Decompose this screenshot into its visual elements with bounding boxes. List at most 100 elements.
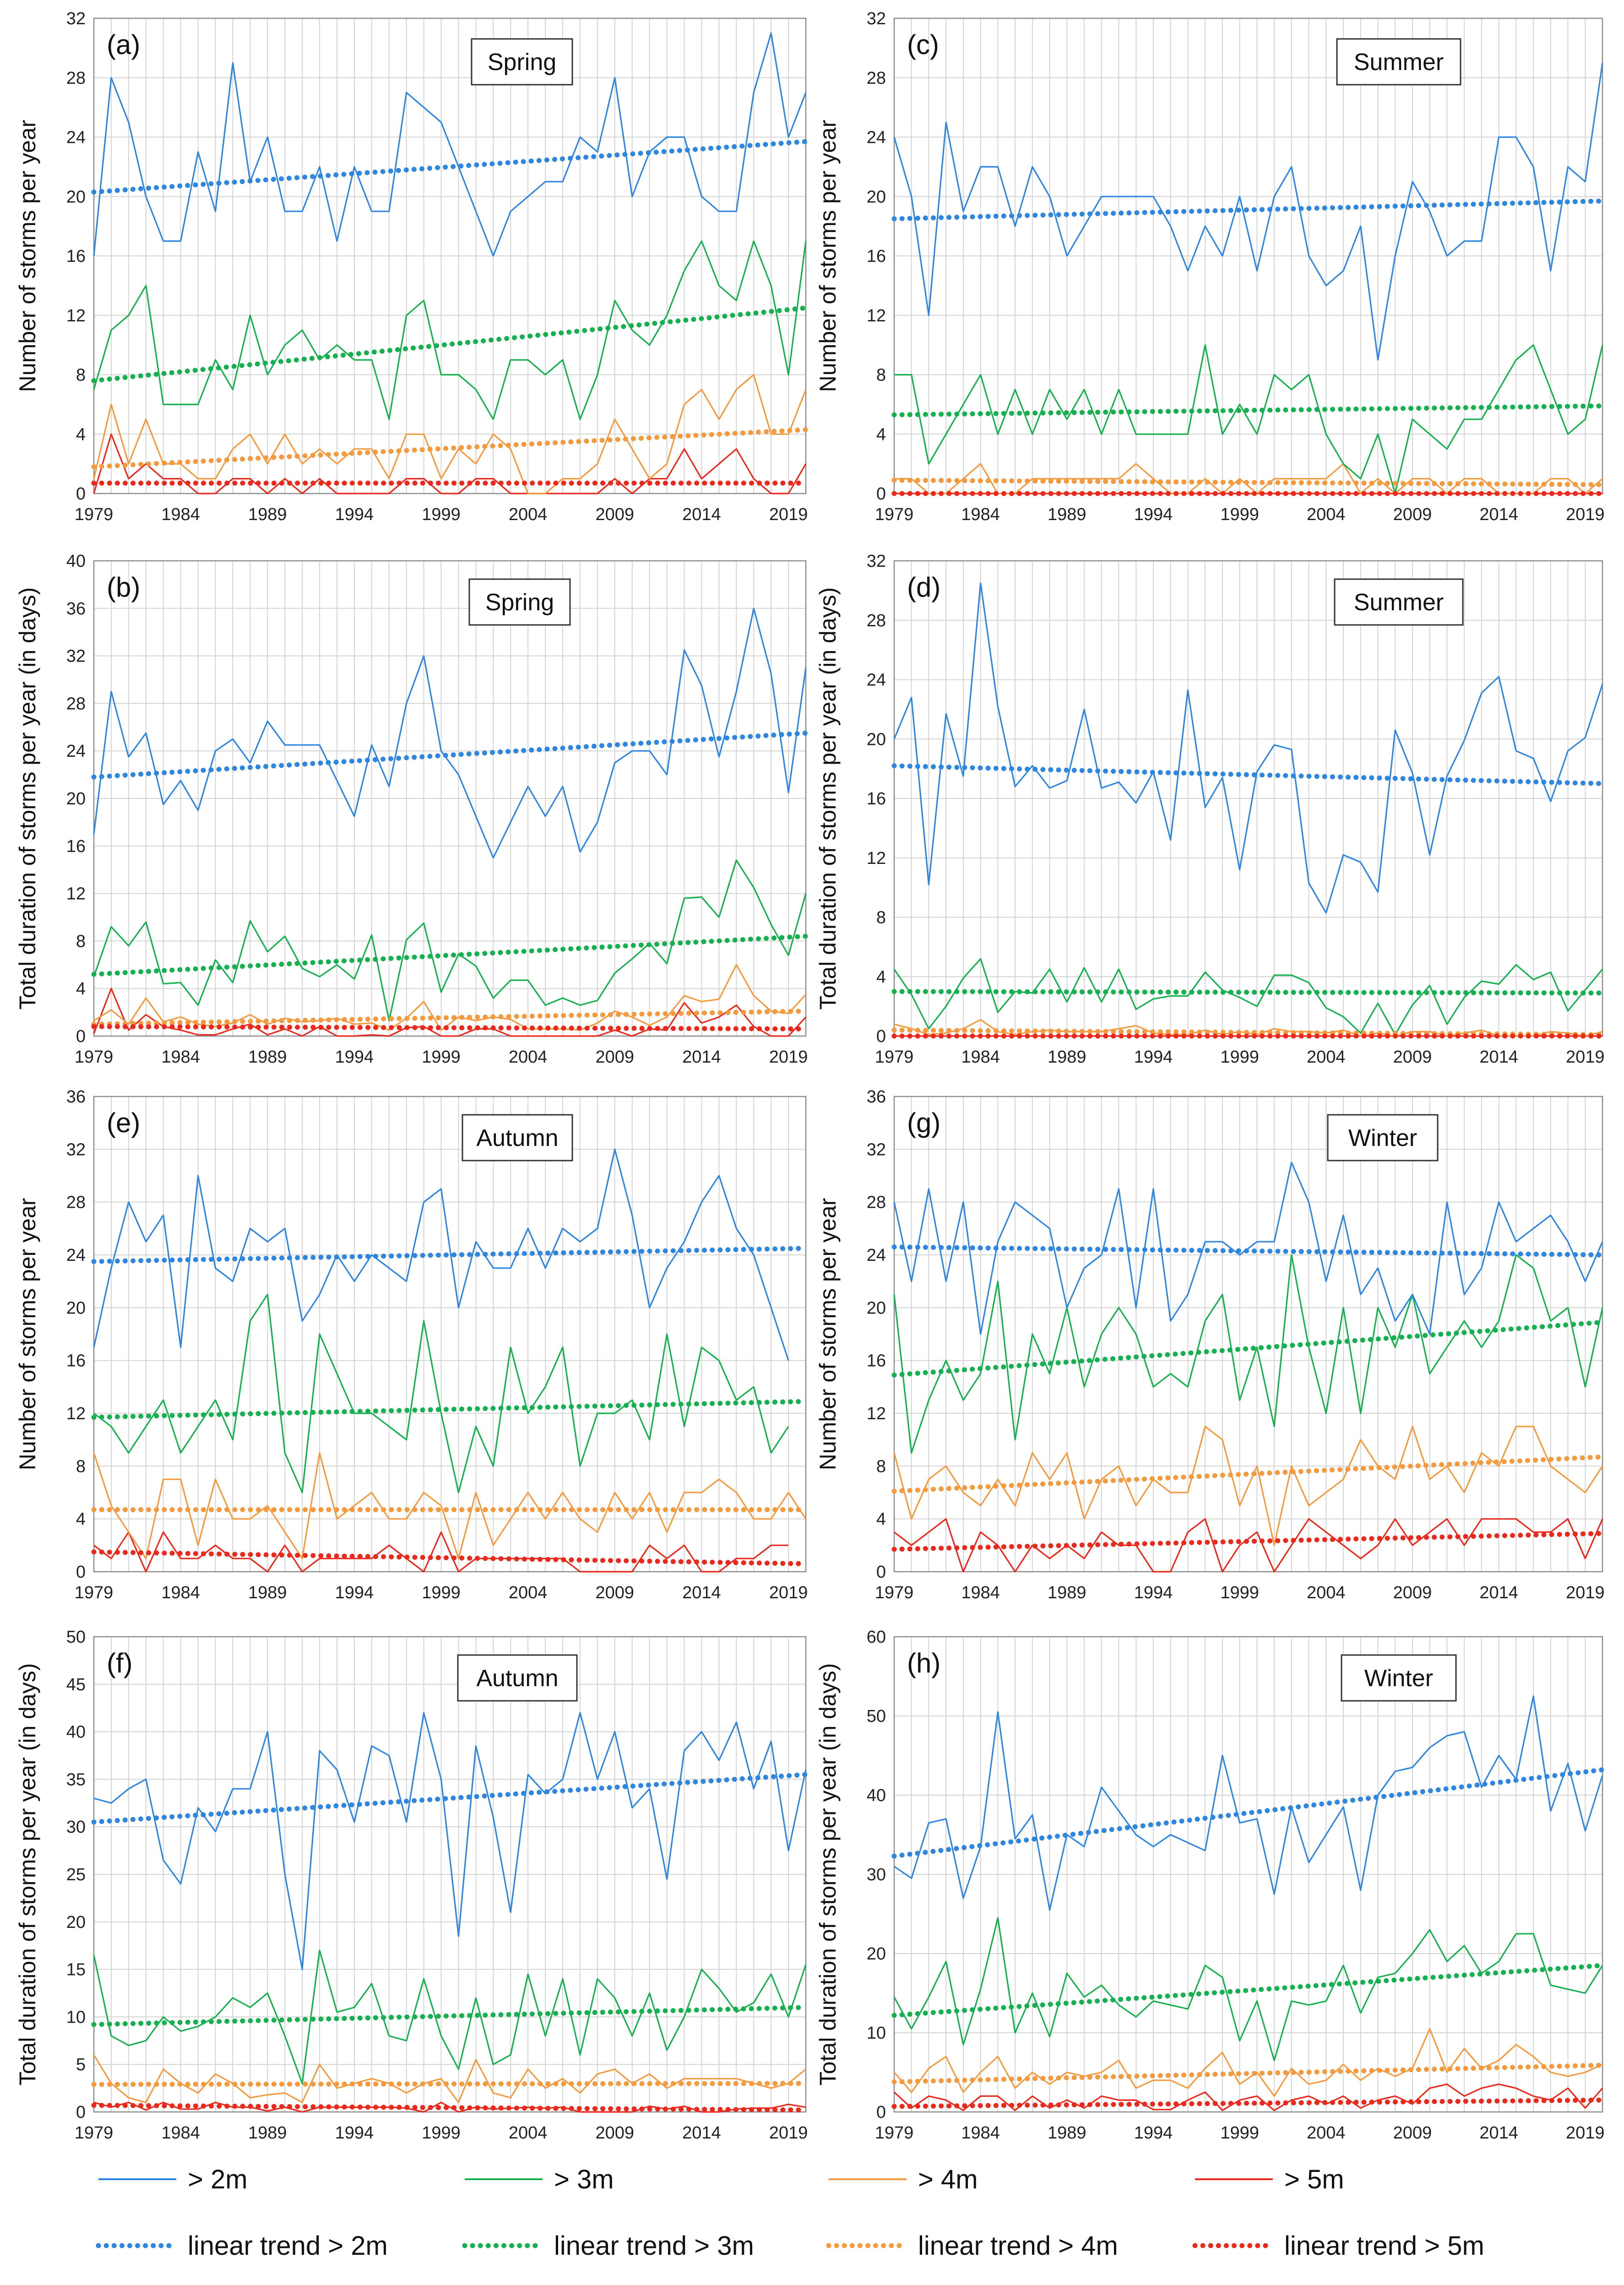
x-tick-label: 2004 [1307,1583,1346,1602]
trend-line-gt4 [891,2062,1605,2084]
x-tick-label: 2004 [1307,1048,1346,1067]
season-label: Spring [488,49,556,76]
y-tick-label: 4 [76,979,86,999]
x-tick-label: 1989 [248,2123,287,2143]
x-tick-label: 1999 [422,1583,461,1602]
trend-line-gt5 [91,1024,809,1031]
y-tick-label: 24 [867,128,886,147]
series-line-gt4 [93,374,807,494]
y-tick-label: 16 [867,789,886,809]
season-box [462,1114,573,1161]
x-tick-label: 1984 [961,1048,1000,1067]
y-tick-label: 12 [66,306,86,326]
x-tick-label: 1989 [248,1583,287,1602]
x-tick-label: 1999 [1220,1048,1259,1067]
legend-label: linear trend > 4m [918,2231,1118,2261]
y-tick-label: 12 [867,1404,886,1423]
y-tick-label: 0 [76,2103,86,2122]
trend-line-gt2 [91,1246,809,1264]
y-tick-label: 20 [66,1913,86,1932]
series-line-gt3 [93,1293,789,1493]
series-line-gt3 [893,958,1603,1036]
x-tick-label: 2014 [1479,1048,1518,1067]
legend-item: linear trend > 3m [462,2231,754,2261]
x-tick-label: 2014 [682,2123,721,2143]
x-tick-label: 1984 [961,2123,1000,2143]
plot-frame [893,1636,1603,2113]
legend-label: linear trend > 3m [554,2231,754,2261]
x-tick-label: 1994 [335,1048,374,1067]
y-tick-label: 0 [76,1563,86,1582]
trend-line-gt2 [91,730,809,780]
x-tick-label: 1989 [1048,1048,1086,1067]
y-tick-label: 15 [66,1960,86,1980]
trend-line-gt5 [891,1531,1605,1552]
y-tick-label: 35 [66,1770,86,1789]
x-tick-label: 2019 [1566,2123,1605,2143]
trend-line-gt2 [891,763,1605,787]
x-tick-label: 2019 [769,505,808,524]
panel-label: (a) [107,29,140,60]
series-line-gt2 [893,1161,1603,1335]
x-tick-label: 1999 [422,2123,461,2143]
x-tick-label: 2009 [596,1583,635,1602]
x-tick-label: 1979 [875,2123,914,2143]
x-tick-label: 2004 [509,505,548,524]
trend-line-gt2 [91,139,809,195]
legend-item: linear trend > 2m [96,2231,388,2261]
x-tick-label: 2014 [682,1048,721,1067]
trend-line-gt2 [891,198,1605,222]
legend-item: linear trend > 5m [1192,2231,1484,2261]
y-tick-label: 10 [66,2008,86,2027]
legend-item: > 2m [98,2165,248,2194]
y-tick-label: 12 [867,849,886,868]
x-tick-label: 1984 [961,1583,1000,1602]
series-line-gt4 [893,1426,1603,1546]
season-box [1341,1654,1457,1702]
legend-label: linear trend > 2m [188,2231,388,2261]
series-line-gt4 [893,2028,1603,2097]
y-tick-label: 32 [66,1140,86,1159]
x-tick-label: 1989 [1048,505,1086,524]
y-tick-label: 20 [867,187,886,206]
series-line-gt5 [93,988,807,1037]
y-axis-label: Number of storms per year [815,1198,841,1471]
panel-h: 0 10 20 30 40 50 60 1979 1984 1989 1994 1999 2004 200… [815,1628,1605,2143]
season-label: Summer [1354,589,1444,616]
series-line-gt4 [93,2054,807,2103]
panel-a: 0 4 8 12 16 20 24 28 32 1979 1984 1989 1994 1999 2004 2… [15,9,809,524]
x-tick-label: 1999 [422,1048,461,1067]
trend-line-gt3 [891,1963,1605,2018]
series-line-gt2 [93,1712,807,1970]
y-tick-label: 8 [876,1457,886,1476]
series-line-gt5 [93,433,807,494]
x-tick-label: 1979 [75,1583,114,1602]
y-tick-label: 20 [66,1298,86,1318]
series-line-gt3 [894,344,1603,494]
x-tick-label: 2014 [1479,2123,1518,2143]
y-tick-label: 5 [76,2055,86,2074]
y-tick-label: 0 [76,484,86,504]
x-tick-label: 2019 [769,1583,808,1602]
season-label: Spring [485,589,554,616]
trend-line-gt3 [91,305,809,383]
trend-line-gt2 [891,1767,1605,1859]
x-tick-label: 1999 [422,505,461,524]
x-tick-label: 1989 [248,1048,287,1067]
x-tick-label: 1984 [161,2123,200,2143]
y-tick-label: 4 [876,1510,886,1529]
y-tick-label: 20 [66,789,86,809]
x-tick-label: 1989 [1048,1583,1086,1602]
panel-d: 0 4 8 12 16 20 24 28 32 1979 1984 1989 1994 1999 2004 2… [815,552,1605,1067]
y-tick-label: 4 [76,425,86,444]
season-box [457,1654,578,1702]
y-tick-label: 20 [867,1944,886,1964]
trend-line-gt4 [91,427,809,470]
series-line-gt3 [893,1254,1603,1454]
season-box [1327,1114,1439,1161]
y-tick-label: 40 [867,1786,886,1805]
y-tick-label: 28 [66,69,86,88]
x-tick-label: 1979 [75,2123,114,2143]
season-box [1336,38,1461,86]
y-tick-label: 24 [867,671,886,690]
